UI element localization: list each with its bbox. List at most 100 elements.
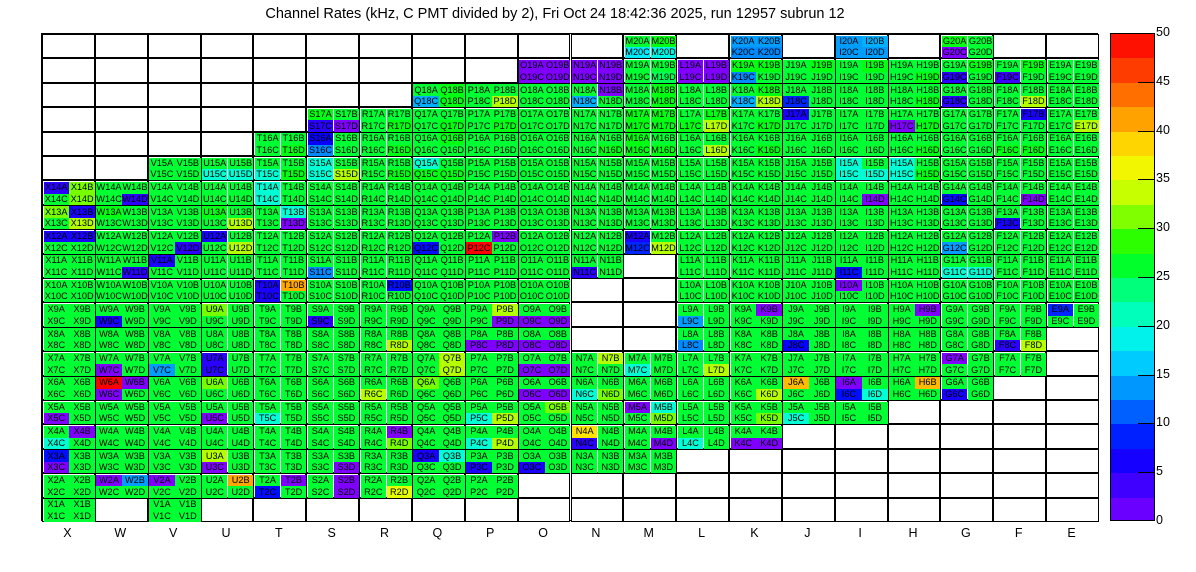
channel-X1B[interactable]: X1B xyxy=(69,499,95,511)
channel-Q4C[interactable]: Q4C xyxy=(413,437,439,450)
channel-R13B[interactable]: R13B xyxy=(386,206,412,218)
channel-O15A[interactable]: O15A xyxy=(519,157,545,170)
channel-I17C[interactable]: I17C xyxy=(836,120,862,133)
grid-cell-X18[interactable] xyxy=(42,82,95,108)
channel-S12A[interactable]: S12A xyxy=(307,230,334,243)
grid-cell-V9[interactable]: V9A V9B V9C V9D xyxy=(147,302,201,328)
grid-cell-R8[interactable]: R8A R8B R8C R8D xyxy=(359,326,412,352)
channel-H17B[interactable]: H17B xyxy=(915,108,941,121)
grid-cell-E3[interactable] xyxy=(1046,448,1099,474)
channel-R10B[interactable]: R10B xyxy=(386,279,412,292)
grid-cell-I12[interactable]: I12A I12B I12C I12D xyxy=(834,229,888,255)
grid-cell-Q12[interactable]: Q12A Q12B Q12C Q12D xyxy=(411,229,465,255)
grid-cell-T5[interactable]: T5A T5B T5C T5D xyxy=(253,400,307,425)
grid-cell-I9[interactable]: I9A I9B I9C I9D xyxy=(834,302,888,328)
grid-cell-G16[interactable]: G16A G16B G16C G16D xyxy=(940,131,994,157)
grid-cell-W1[interactable] xyxy=(94,497,148,522)
channel-T3B[interactable]: T3B xyxy=(280,450,307,462)
channel-E10B[interactable]: E10B xyxy=(1073,279,1099,292)
channel-M12A[interactable]: M12A xyxy=(624,230,651,243)
channel-U13C[interactable]: U13C xyxy=(202,217,228,230)
grid-cell-K11[interactable]: K11A K11B K11C K11D xyxy=(729,253,782,279)
channel-I12A[interactable]: I12A xyxy=(836,230,862,243)
channel-U14C[interactable]: U14C xyxy=(202,193,228,206)
channel-K8D[interactable]: K8D xyxy=(756,339,782,352)
grid-cell-T14[interactable]: T14A T14B T14C T14D xyxy=(253,180,307,206)
grid-cell-W19[interactable] xyxy=(94,58,148,83)
channel-I15D[interactable]: I15D xyxy=(862,169,888,181)
channel-T7B[interactable]: T7B xyxy=(280,352,307,365)
channel-W5C[interactable]: W5C xyxy=(96,413,122,425)
channel-O18B[interactable]: O18B xyxy=(545,84,571,96)
grid-cell-F13[interactable]: F13A F13B F13C F13D xyxy=(993,204,1047,230)
grid-cell-T20[interactable] xyxy=(253,34,307,59)
channel-U11B[interactable]: U11B xyxy=(227,255,254,267)
channel-Q17C[interactable]: Q17C xyxy=(413,120,439,133)
grid-cell-G7[interactable]: G7A G7B G7C G7D xyxy=(940,351,994,377)
channel-F14D[interactable]: F14D xyxy=(1020,193,1047,206)
channel-N14A[interactable]: N14A xyxy=(572,181,598,194)
channel-K19A[interactable]: K19A xyxy=(730,59,756,72)
channel-N13D[interactable]: N13D xyxy=(597,217,624,230)
channel-K10B[interactable]: K10B xyxy=(756,279,782,292)
grid-cell-S10[interactable]: S10A S10B S10C S10D xyxy=(306,278,360,303)
grid-cell-J5[interactable]: J5A J5B J5C J5D xyxy=(781,400,835,425)
channel-G19C[interactable]: G19C xyxy=(941,71,968,84)
channel-E11A[interactable]: E11A xyxy=(1047,255,1074,267)
channel-S14D[interactable]: S14D xyxy=(333,193,360,206)
channel-I14C[interactable]: I14C xyxy=(836,193,862,206)
channel-L12C[interactable]: L12C xyxy=(677,242,704,255)
channel-F13B[interactable]: F13B xyxy=(1020,206,1047,218)
channel-S12D[interactable]: S12D xyxy=(333,242,360,255)
grid-cell-V20[interactable] xyxy=(147,34,201,59)
channel-I10B[interactable]: I10B xyxy=(862,279,888,292)
channel-I16A[interactable]: I16A xyxy=(836,133,862,145)
channel-X6B[interactable]: X6B xyxy=(69,377,95,389)
channel-T5C[interactable]: T5C xyxy=(254,413,281,425)
channel-P9D[interactable]: P9D xyxy=(492,315,518,328)
channel-V2D[interactable]: V2D xyxy=(175,486,201,499)
channel-K4A[interactable]: K4A xyxy=(730,425,756,438)
grid-cell-O20[interactable] xyxy=(517,34,571,59)
channel-R9C[interactable]: R9C xyxy=(360,315,387,328)
grid-cell-E20[interactable] xyxy=(1046,34,1099,59)
channel-G17A[interactable]: G17A xyxy=(941,108,968,121)
channel-N15D[interactable]: N15D xyxy=(597,169,624,181)
channel-X12C[interactable]: X12C xyxy=(43,242,69,255)
channel-G6D[interactable]: G6D xyxy=(967,388,994,401)
channel-U6B[interactable]: U6B xyxy=(227,377,254,389)
channel-F12C[interactable]: F12C xyxy=(994,242,1021,255)
channel-F7C[interactable]: F7C xyxy=(994,364,1021,377)
channel-H17D[interactable]: H17D xyxy=(915,120,941,133)
grid-cell-P19[interactable] xyxy=(464,58,518,83)
channel-V15C[interactable]: V15C xyxy=(149,169,175,181)
channel-G7A[interactable]: G7A xyxy=(941,352,968,365)
channel-Q11C[interactable]: Q11C xyxy=(413,266,439,279)
grid-cell-T3[interactable]: T3A T3B T3C T3D xyxy=(253,448,307,474)
channel-O14C[interactable]: O14C xyxy=(519,193,545,206)
channel-E16C[interactable]: E16C xyxy=(1047,144,1074,157)
channel-P6B[interactable]: P6B xyxy=(492,377,518,389)
channel-O12A[interactable]: O12A xyxy=(519,230,545,243)
channel-T9B[interactable]: T9B xyxy=(280,303,307,316)
grid-cell-W7[interactable]: W7A W7B W7C W7D xyxy=(94,351,148,377)
channel-I19B[interactable]: I19B xyxy=(862,59,888,72)
channel-M18B[interactable]: M18B xyxy=(650,84,677,96)
channel-G9A[interactable]: G9A xyxy=(941,303,968,316)
channel-S11B[interactable]: S11B xyxy=(333,255,360,267)
grid-cell-O19[interactable]: O19A O19B O19C O19D xyxy=(517,58,571,84)
channel-X12A[interactable]: X12A xyxy=(43,230,69,243)
channel-K10D[interactable]: K10D xyxy=(756,291,782,303)
channel-V10C[interactable]: V10C xyxy=(149,291,175,303)
channel-L12A[interactable]: L12A xyxy=(677,230,704,243)
channel-Q7A[interactable]: Q7A xyxy=(413,352,439,365)
grid-cell-E10[interactable]: E10A E10B E10C E10D xyxy=(1046,278,1099,303)
channel-N19B[interactable]: N19B xyxy=(597,59,624,72)
channel-O17B[interactable]: O17B xyxy=(545,108,571,121)
channel-N15C[interactable]: N15C xyxy=(572,169,598,181)
grid-cell-Q3[interactable]: Q3A Q3B Q3C Q3D xyxy=(411,448,465,474)
channel-U2D[interactable]: U2D xyxy=(227,486,254,499)
channel-V7C[interactable]: V7C xyxy=(149,364,175,377)
channel-S7D[interactable]: S7D xyxy=(333,364,360,377)
channel-K8A[interactable]: K8A xyxy=(730,328,756,340)
